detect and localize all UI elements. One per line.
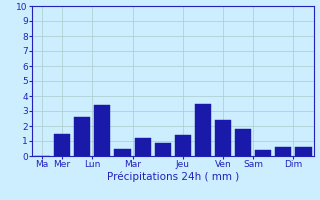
Bar	[135, 138, 151, 156]
Bar	[94, 105, 110, 156]
Bar	[195, 104, 211, 156]
Bar	[295, 147, 312, 156]
Bar	[155, 142, 171, 156]
X-axis label: Précipitations 24h ( mm ): Précipitations 24h ( mm )	[107, 172, 239, 182]
Bar	[175, 135, 191, 156]
Bar	[215, 120, 231, 156]
Bar	[115, 148, 131, 156]
Bar	[74, 117, 90, 156]
Bar	[235, 129, 251, 156]
Bar	[255, 150, 271, 156]
Bar	[276, 147, 292, 156]
Bar	[54, 134, 70, 156]
